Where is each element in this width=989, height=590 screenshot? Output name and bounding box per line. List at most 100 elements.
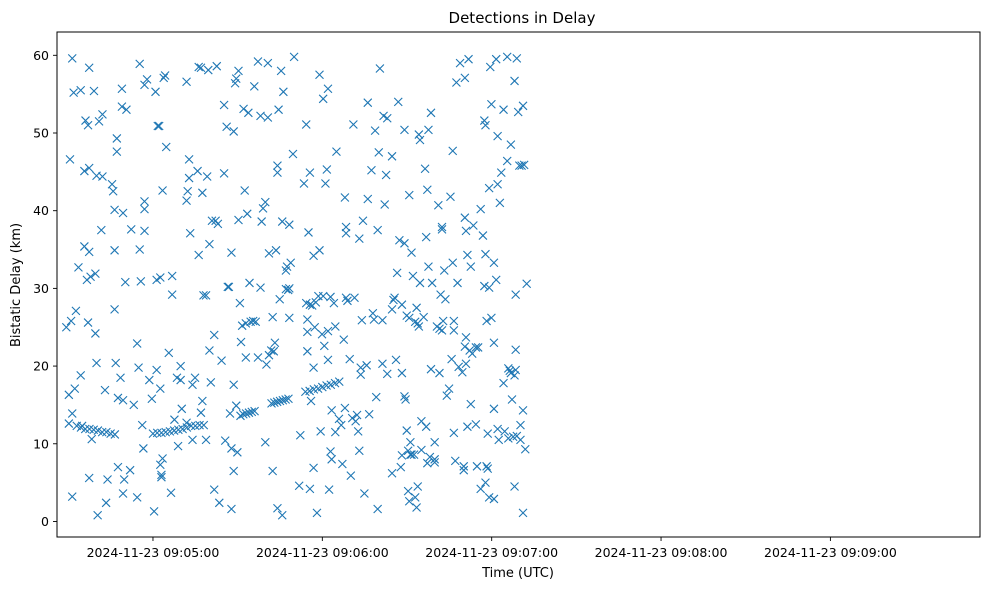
data-point — [277, 510, 287, 520]
data-point — [159, 73, 169, 83]
data-point — [311, 297, 321, 307]
data-point — [67, 409, 77, 418]
data-point — [155, 273, 165, 282]
data-point — [471, 419, 481, 429]
data-point — [67, 54, 77, 63]
data-point — [410, 317, 420, 327]
data-point — [478, 231, 488, 240]
data-point — [367, 165, 376, 175]
data-point — [305, 484, 315, 494]
data-point — [512, 54, 522, 63]
data-point — [173, 441, 183, 451]
data-point — [101, 498, 111, 508]
data-point — [522, 279, 532, 289]
data-point — [481, 478, 490, 488]
data-point — [182, 196, 191, 205]
data-point — [330, 427, 340, 437]
data-point — [182, 77, 191, 87]
data-point — [516, 435, 525, 445]
data-point — [245, 278, 254, 288]
data-point — [382, 113, 392, 123]
data-point — [202, 172, 212, 181]
data-point — [98, 109, 107, 119]
data-point — [375, 64, 385, 73]
data-point — [387, 304, 397, 314]
data-point — [404, 190, 414, 200]
y-tick-label: 60 — [33, 48, 49, 63]
data-point — [414, 130, 424, 139]
data-point — [64, 419, 74, 428]
x-axis-label: Time (UTC) — [481, 566, 554, 581]
data-point — [229, 127, 239, 136]
data-point — [275, 294, 285, 304]
data-point — [96, 225, 106, 235]
data-point — [247, 407, 257, 417]
data-point — [260, 197, 270, 207]
data-point — [110, 304, 119, 314]
data-point — [71, 306, 81, 316]
data-point — [479, 281, 489, 291]
data-point — [97, 427, 107, 437]
data-point — [326, 292, 335, 302]
data-point — [152, 365, 162, 375]
data-point — [176, 361, 186, 371]
data-point — [438, 316, 448, 326]
data-point — [170, 415, 179, 425]
data-point — [100, 385, 110, 395]
data-point — [301, 120, 311, 129]
data-point — [240, 186, 250, 195]
data-point — [430, 454, 440, 464]
data-point — [401, 395, 410, 404]
data-point — [404, 313, 414, 323]
data-point — [406, 437, 415, 447]
data-point — [84, 247, 94, 257]
data-point — [167, 271, 177, 281]
data-point — [363, 194, 373, 204]
data-point — [158, 454, 167, 463]
data-point — [506, 140, 516, 150]
data-point — [412, 503, 421, 512]
data-point — [222, 122, 232, 132]
data-point — [499, 105, 508, 115]
data-point — [387, 468, 397, 478]
data-point — [80, 424, 90, 434]
data-point — [110, 245, 119, 255]
data-point — [390, 293, 399, 303]
data-point — [493, 179, 503, 189]
data-point — [491, 275, 501, 285]
data-point — [502, 52, 512, 62]
data-point — [263, 113, 273, 122]
data-point — [448, 258, 458, 268]
data-point — [354, 446, 364, 456]
data-point — [176, 375, 186, 385]
data-point — [135, 245, 145, 254]
data-point — [209, 485, 219, 494]
data-point — [373, 504, 383, 514]
data-point — [358, 216, 368, 226]
data-point — [518, 508, 528, 518]
data-point — [278, 395, 288, 405]
data-point — [487, 313, 496, 323]
data-point — [485, 62, 495, 72]
data-point — [234, 66, 243, 76]
data-point — [294, 481, 304, 491]
data-point — [269, 398, 279, 407]
data-point — [227, 248, 236, 258]
data-point — [472, 461, 482, 471]
data-point — [414, 322, 424, 331]
data-point — [110, 430, 120, 439]
data-point — [65, 155, 75, 164]
data-point — [227, 444, 236, 453]
data-point — [304, 228, 313, 237]
data-point — [284, 220, 294, 230]
data-point — [257, 217, 267, 226]
data-point — [437, 325, 447, 335]
data-point — [439, 266, 449, 275]
chart-title: Detections in Delay — [449, 9, 596, 27]
data-point — [341, 222, 351, 232]
data-point — [83, 318, 93, 327]
data-point — [79, 166, 89, 176]
data-point — [268, 466, 278, 476]
data-point — [408, 271, 418, 281]
data-point — [111, 358, 121, 368]
